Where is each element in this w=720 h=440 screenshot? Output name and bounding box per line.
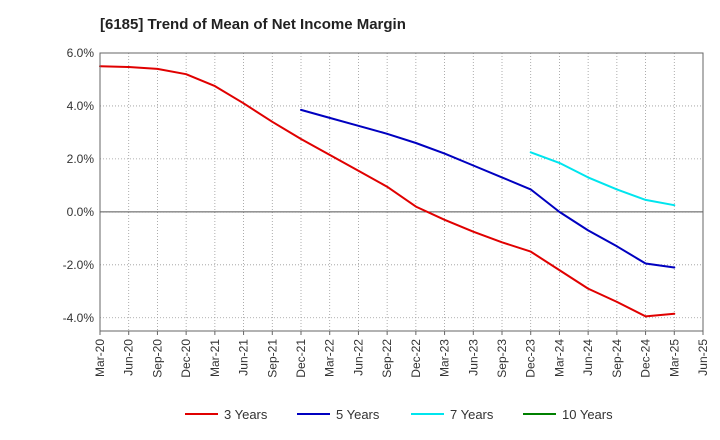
series-line-7-years bbox=[529, 151, 676, 207]
x-tick-label: Mar-25 bbox=[667, 339, 681, 377]
y-tick-label: -2.0% bbox=[63, 258, 95, 272]
x-tick-label: Dec-21 bbox=[294, 339, 308, 378]
x-axis-ticks: Mar-20 Jun-20 Sep-20 Dec-20 Mar-21 Jun-21 Sep-… bbox=[93, 331, 710, 378]
x-tick-label: Jun-22 bbox=[351, 339, 365, 376]
y-tick-label: 4.0% bbox=[67, 99, 95, 113]
x-tick-label: Dec-20 bbox=[179, 339, 193, 378]
series-line-5-years bbox=[300, 108, 676, 269]
chart-title: [6185] Trend of Mean of Net Income Margi… bbox=[100, 16, 406, 33]
x-tick-label: Sep-20 bbox=[150, 339, 164, 378]
y-tick-label: -4.0% bbox=[63, 311, 95, 325]
series-line-3-years bbox=[99, 65, 676, 318]
x-tick-label: Sep-21 bbox=[265, 339, 279, 378]
x-tick-label: Jun-24 bbox=[581, 339, 595, 376]
x-tick-label: Mar-23 bbox=[438, 339, 452, 377]
legend-label-7-years: 7 Years bbox=[450, 407, 494, 422]
x-tick-label: Sep-22 bbox=[380, 339, 394, 378]
x-tick-label: Mar-24 bbox=[552, 339, 566, 377]
x-tick-label: Jun-25 bbox=[696, 339, 710, 376]
x-tick-label: Mar-22 bbox=[323, 339, 337, 377]
x-tick-label: Mar-21 bbox=[208, 339, 222, 377]
y-tick-label: 0.0% bbox=[67, 205, 95, 219]
x-tick-label: Dec-22 bbox=[409, 339, 423, 378]
x-tick-label: Jun-20 bbox=[122, 339, 136, 376]
legend-label-10-years: 10 Years bbox=[562, 407, 613, 422]
x-tick-label: Dec-24 bbox=[639, 339, 653, 378]
plot-frame bbox=[99, 52, 704, 332]
y-axis-ticks: 6.0% 4.0% 2.0% 0.0% -2.0% -4.0% bbox=[63, 46, 95, 325]
x-tick-label: Mar-20 bbox=[93, 339, 107, 377]
x-tick-label: Jun-23 bbox=[466, 339, 480, 376]
y-tick-label: 2.0% bbox=[67, 152, 95, 166]
legend-label-3-years: 3 Years bbox=[224, 407, 268, 422]
legend-label-5-years: 5 Years bbox=[336, 407, 380, 422]
y-tick-label: 6.0% bbox=[67, 46, 95, 60]
x-tick-label: Sep-23 bbox=[495, 339, 509, 378]
x-tick-label: Dec-23 bbox=[524, 339, 538, 378]
legend: 3 Years 5 Years 7 Years 10 Years bbox=[185, 407, 613, 422]
x-tick-label: Sep-24 bbox=[610, 339, 624, 378]
series-lines bbox=[99, 65, 676, 318]
grid-lines bbox=[99, 52, 704, 331]
x-tick-label: Jun-21 bbox=[237, 339, 251, 376]
